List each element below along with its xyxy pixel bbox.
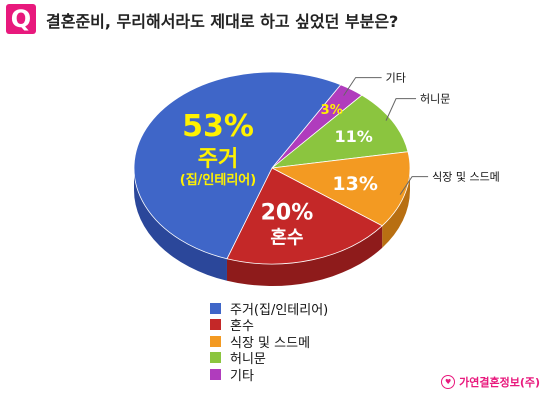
pie-slice-3 bbox=[270, 94, 409, 169]
legend-item-2: 식장 및 스드메 bbox=[210, 333, 328, 351]
slice-value-other: 3% bbox=[321, 103, 343, 118]
slice-sublabel-housing: (집/인테리어) bbox=[180, 172, 256, 188]
question-badge: Q bbox=[6, 4, 36, 34]
legend-label: 허니문 bbox=[230, 352, 266, 368]
slice-value-venue: 13% bbox=[332, 173, 377, 195]
heart-logo-icon: ♥ bbox=[441, 375, 456, 389]
slice-value-housing: 53% bbox=[182, 109, 254, 144]
leader-line-honeymoon bbox=[385, 98, 417, 121]
pie-side-0 bbox=[134, 168, 227, 281]
legend-swatch bbox=[210, 368, 221, 380]
chart-title: 결혼준비, 무리해서라도 제대로 하고 싶었던 부분은? bbox=[46, 12, 399, 31]
callout-honeymoon: 허니문 bbox=[420, 93, 450, 106]
pie-slices bbox=[133, 71, 411, 265]
leader-line-venue bbox=[399, 176, 429, 195]
legend-swatch bbox=[210, 302, 221, 314]
leader-line-other bbox=[343, 77, 382, 96]
legend-swatch bbox=[210, 352, 221, 364]
legend-swatch bbox=[210, 335, 221, 347]
legend-label: 주거(집/인테리어) bbox=[230, 302, 329, 318]
slice-value-honsu: 20% bbox=[261, 201, 314, 226]
source-credit: ♥ 가연결혼정보(주) bbox=[441, 374, 540, 390]
legend-label: 식장 및 스드메 bbox=[230, 335, 311, 351]
pie-side-1 bbox=[226, 225, 383, 286]
legend-swatch bbox=[210, 319, 221, 331]
slice-value-honeymoon: 11% bbox=[334, 127, 372, 146]
legend-item-3: 허니문 bbox=[210, 350, 328, 367]
callout-venue: 식장 및 스드메 bbox=[432, 171, 500, 184]
slice-label-honsu: 혼수 bbox=[270, 227, 303, 249]
legend: 주거(집/인테리어) 혼수 식장 및 스드메 허니문 기타 bbox=[210, 300, 329, 384]
pie-slice-0 bbox=[133, 71, 342, 260]
legend-label: 기타 bbox=[230, 368, 254, 384]
source-text: 가연결혼정보(주) bbox=[459, 376, 540, 389]
slice-label-housing: 주거 bbox=[198, 147, 238, 172]
pie-side-walls bbox=[134, 168, 410, 286]
pie-slice-2 bbox=[270, 151, 411, 227]
pie-side-2 bbox=[382, 168, 410, 248]
legend-item-4: 기타 bbox=[210, 366, 328, 384]
legend-item-1: 혼수 bbox=[210, 317, 328, 334]
pie-slice-1 bbox=[226, 167, 383, 265]
legend-item-0: 주거(집/인테리어) bbox=[210, 300, 329, 318]
legend-label: 혼수 bbox=[230, 319, 254, 335]
callout-other: 기타 bbox=[386, 72, 406, 85]
